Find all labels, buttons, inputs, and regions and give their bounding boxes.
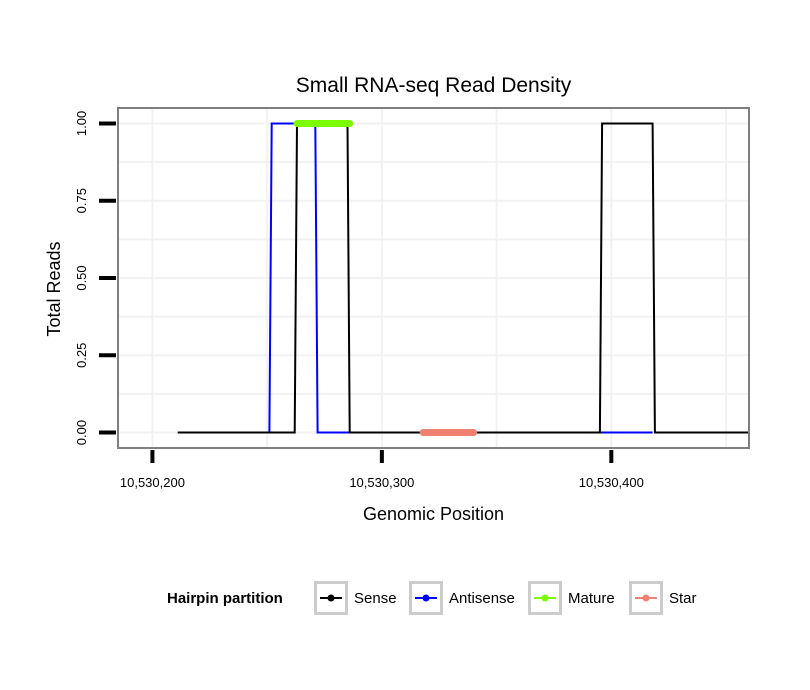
- y-tick-label: 0.00: [74, 420, 89, 445]
- legend-label-star: Star: [669, 590, 697, 607]
- y-tick-label: 0.75: [74, 188, 89, 213]
- plot-data: [177, 119, 749, 437]
- legend-label-sense: Sense: [354, 590, 397, 607]
- grid: [118, 108, 749, 448]
- y-tick-label: 0.25: [74, 343, 89, 368]
- x-axis-title: Genomic Position: [363, 504, 504, 524]
- axes: 10,530,200 10,530,300 10,530,400 0.00 0.25 0.…: [74, 111, 644, 490]
- legend-key-point: [327, 594, 335, 602]
- legend-title: Hairpin partition: [167, 590, 283, 607]
- legend-label-mature: Mature: [568, 590, 615, 607]
- x-tick-label: 10,530,300: [349, 475, 414, 490]
- chart-title: Small RNA-seq Read Density: [296, 74, 572, 97]
- y-tick-label: 1.00: [74, 111, 89, 136]
- x-tick-label: 10,530,400: [579, 475, 644, 490]
- legend-key-point: [541, 594, 549, 602]
- legend-label-antisense: Antisense: [449, 590, 515, 607]
- x-tick-label: 10,530,200: [120, 475, 185, 490]
- plot-border: [117, 107, 750, 449]
- legend: Hairpin partition Sense Antisense Mature St…: [167, 581, 697, 615]
- legend-key-point: [422, 594, 430, 602]
- y-tick-label: 0.50: [74, 265, 89, 290]
- legend-key-point: [642, 594, 650, 602]
- y-axis-title: Total Reads: [44, 241, 64, 336]
